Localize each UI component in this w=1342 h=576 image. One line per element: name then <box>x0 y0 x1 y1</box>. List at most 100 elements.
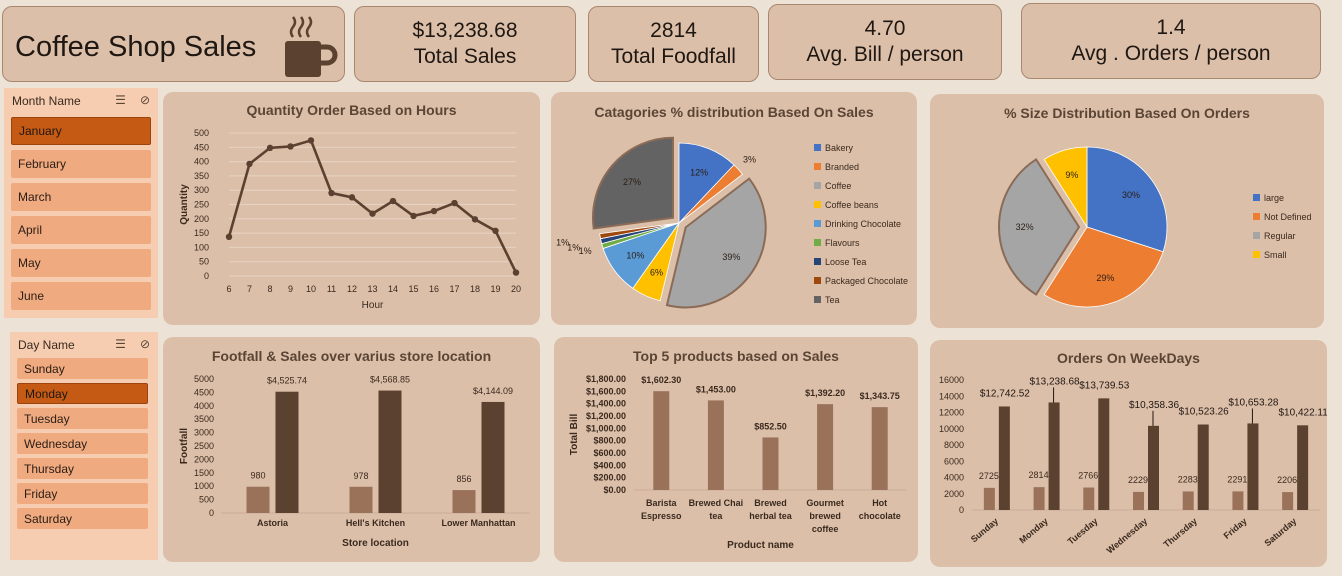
y-tick-label: 3000 <box>194 428 214 438</box>
x-tick-label: Wednesday <box>1105 516 1150 556</box>
clear-filter-icon[interactable]: ⊘ <box>139 93 150 107</box>
multi-select-icon[interactable]: ☰ <box>115 93 126 107</box>
month-slicer: Month Name ☰ ⊘ January February March April… <box>4 88 158 318</box>
x-tick-label: chocolate <box>859 511 901 521</box>
clear-filter-icon[interactable]: ⊘ <box>139 337 150 351</box>
slicer-item-january[interactable]: January <box>11 117 151 145</box>
pie-slice <box>665 177 767 309</box>
chart-title: Quantity Order Based on Hours <box>246 102 457 118</box>
locations-chart-panel: Footfall & Sales over varius store locat… <box>163 337 540 562</box>
slicer-item-friday[interactable]: Friday <box>17 483 148 504</box>
data-point <box>369 210 376 217</box>
x-tick-label: 18 <box>470 284 480 294</box>
legend-label: Branded <box>825 161 860 172</box>
legend-item: Tea <box>814 290 908 309</box>
bar <box>1297 425 1309 510</box>
y-tick-label: 450 <box>194 142 209 152</box>
slicer-item-monday[interactable]: Monday <box>17 383 148 404</box>
x-tick-label: Saturday <box>1262 516 1298 548</box>
x-tick-label: Sunday <box>969 516 1000 545</box>
bar <box>1083 487 1095 510</box>
y-axis-label: Quantity <box>179 184 190 225</box>
kpi-total-sales: $13,238.68 Total Sales <box>354 6 576 82</box>
bar <box>1033 487 1045 510</box>
slice-label: 39% <box>722 252 740 262</box>
chart-title: % Size Distribution Based On Orders <box>1004 105 1250 121</box>
slicer-item-thursday[interactable]: Thursday <box>17 458 148 479</box>
day-slicer: Day Name ☰ ⊘ Sunday Monday Tuesday Wednesda… <box>10 332 158 560</box>
pie-slice <box>1043 146 1088 229</box>
x-tick-label: 13 <box>367 284 377 294</box>
slicer-item-sunday[interactable]: Sunday <box>17 358 148 379</box>
products-chart-panel: Top 5 products based on Sales $0.00 $200.… <box>554 337 918 562</box>
slicer-item-saturday[interactable]: Saturday <box>17 508 148 529</box>
legend-label: Flavours <box>825 237 860 248</box>
data-label: 2229 <box>1128 475 1148 485</box>
series-line <box>227 138 518 274</box>
legend-item: Drinking Chocolate <box>814 214 908 233</box>
legend-swatch <box>814 163 821 170</box>
y-tick-label: $1,400.00 <box>586 399 626 409</box>
multi-select-icon[interactable]: ☰ <box>115 337 126 351</box>
data-label: $10,422.11 <box>1278 407 1327 418</box>
data-label: $4,568.85 <box>370 375 410 385</box>
y-tick-label: 500 <box>194 128 209 138</box>
data-label: 980 <box>250 471 265 481</box>
slice-label: 1% <box>579 246 592 256</box>
slicer-item-tuesday[interactable]: Tuesday <box>17 408 148 429</box>
pie-slice <box>678 142 735 225</box>
legend-swatch <box>814 296 821 303</box>
legend-label: Coffee <box>825 180 852 191</box>
y-tick-label: 0 <box>959 505 964 515</box>
sizes-pie-chart: 30% 29% 32% 9% <box>998 146 1168 308</box>
x-tick-label: tea <box>709 511 723 521</box>
data-label: $10,653.28 <box>1228 397 1278 408</box>
x-tick-label: Friday <box>1222 516 1249 541</box>
legend-item: Bakery <box>814 138 908 157</box>
legend-item: large <box>1253 188 1312 207</box>
legend-swatch <box>814 220 821 227</box>
slicer-item-april[interactable]: April <box>11 216 151 244</box>
y-tick-label: $400.00 <box>593 460 626 470</box>
legend-label: Loose Tea <box>825 256 867 267</box>
legend-swatch <box>814 277 821 284</box>
legend-swatch <box>1253 251 1260 258</box>
x-tick-label: Hot <box>872 498 887 508</box>
bar <box>349 486 373 513</box>
legend-label: large <box>1264 192 1285 203</box>
slicer-item-wednesday[interactable]: Wednesday <box>17 433 148 454</box>
pie-slice <box>1086 146 1168 253</box>
x-tick-label: brewed <box>809 511 841 521</box>
legend-item: Not Defined <box>1253 207 1312 226</box>
hours-chart-panel: Quantity Order Based on Hours 0 50 100 150 2… <box>163 92 540 325</box>
y-axis-label: Total Bill <box>569 414 580 456</box>
x-tick-label: Espresso <box>641 511 682 521</box>
bar <box>1182 491 1194 510</box>
locations-bar-chart: 0 500 1000 1500 2000 2500 3000 3500 4000 4500 5000… <box>179 374 530 549</box>
x-tick-label: 20 <box>511 284 521 294</box>
y-tick-label: 4500 <box>194 387 214 397</box>
legend-swatch <box>1253 194 1260 201</box>
kpi-value: 4.70 <box>864 17 906 40</box>
slicer-item-june[interactable]: June <box>11 282 151 310</box>
y-tick-label: 0 <box>209 508 214 518</box>
slicer-item-february[interactable]: February <box>11 150 151 178</box>
slice-label: 6% <box>650 268 663 278</box>
slice-label: 1% <box>556 237 569 247</box>
bar <box>762 437 779 490</box>
y-tick-label: $600.00 <box>593 448 626 458</box>
x-tick-label: Brewed <box>754 498 787 508</box>
x-tick-label: 8 <box>267 284 272 294</box>
slicer-item-may[interactable]: May <box>11 249 151 277</box>
chart-title: Top 5 products based on Sales <box>633 348 839 364</box>
data-label: $1,602.30 <box>641 375 681 385</box>
slicer-item-march[interactable]: March <box>11 183 151 211</box>
categories-legend: Bakery Branded Coffee Coffee beans Drinking … <box>814 138 908 309</box>
legend-swatch <box>814 239 821 246</box>
y-tick-label: 350 <box>194 171 209 181</box>
x-axis-label: Product name <box>727 540 794 551</box>
legend-swatch <box>814 258 821 265</box>
slice-label: 9% <box>1065 170 1078 180</box>
bar <box>653 391 670 490</box>
x-tick-label: Gourmet <box>806 498 844 508</box>
